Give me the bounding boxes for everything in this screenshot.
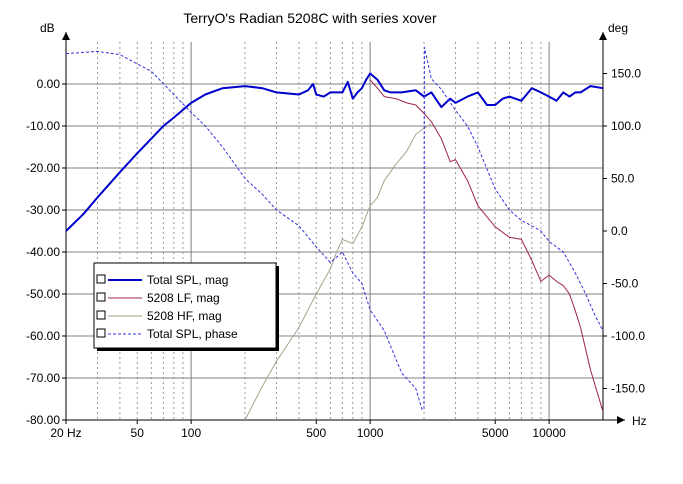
x-tick-label: 10000: [532, 426, 566, 440]
tick-labels: 20 Hz 50 100 500 1000 5000 10000 0.00 -10.00 -20.…: [26, 67, 645, 441]
y-left-unit-label: dB: [40, 21, 55, 35]
y-left-tick-label: 0.00: [37, 77, 61, 91]
legend-checkbox-icon: [96, 310, 106, 320]
y-left-tick-label: -30.00: [26, 203, 60, 217]
y-left-tick-label: -80.00: [26, 413, 60, 427]
y-left-tick-label: -50.00: [26, 287, 60, 301]
legend-label: Total SPL, mag: [147, 273, 228, 287]
y-left-tick-label: -10.00: [26, 119, 60, 133]
y-right-tick-label: 0.0: [611, 224, 628, 238]
y-left-tick-label: -70.00: [26, 371, 60, 385]
legend-label: Total SPL, phase: [147, 327, 238, 341]
x-tick-label: 5000: [482, 426, 509, 440]
x-tick-label: 20 Hz: [50, 426, 81, 440]
grid: [66, 42, 603, 421]
x-tick-label: 50: [131, 426, 145, 440]
legend-label: 5208 LF, mag: [147, 291, 220, 305]
legend-checkbox-icon: [96, 292, 106, 302]
legend-checkbox-icon: [96, 274, 106, 284]
x-unit-label: Hz: [632, 414, 647, 428]
series-lines: [65, 46, 604, 421]
y-right-axis-arrow: [599, 32, 607, 40]
series-line-4: [65, 46, 604, 410]
y-left-axis-arrow: [62, 32, 70, 40]
y-right-tick-label: 50.0: [611, 172, 635, 186]
x-tick-label: 100: [181, 426, 201, 440]
x-tick-label: 1000: [357, 426, 384, 440]
y-right-tick-label: 100.0: [611, 119, 641, 133]
legend-label: 5208 HF, mag: [147, 309, 222, 323]
y-left-tick-label: -40.00: [26, 245, 60, 259]
series-line-3: [244, 123, 432, 421]
series-line-1: [65, 72, 604, 232]
y-right-tick-label: 150.0: [611, 67, 641, 81]
x-tick-label: 500: [306, 426, 326, 440]
x-axis-arrow: [617, 416, 625, 424]
y-right-unit-label: deg: [608, 21, 628, 35]
series-line-2: [369, 79, 604, 412]
axes: [62, 32, 625, 424]
y-left-tick-label: -20.00: [26, 161, 60, 175]
legend-checkbox-icon: [96, 328, 106, 338]
chart-title: TerryO's Radian 5208C with series xover: [183, 10, 437, 26]
y-right-tick-label: -150.0: [611, 382, 645, 396]
legend: Total SPL, mag 5208 LF, mag 5208 HF, mag To…: [93, 262, 279, 351]
y-left-tick-label: -60.00: [26, 329, 60, 343]
y-right-tick-label: -100.0: [611, 329, 645, 343]
y-right-tick-label: -50.0: [611, 277, 639, 291]
